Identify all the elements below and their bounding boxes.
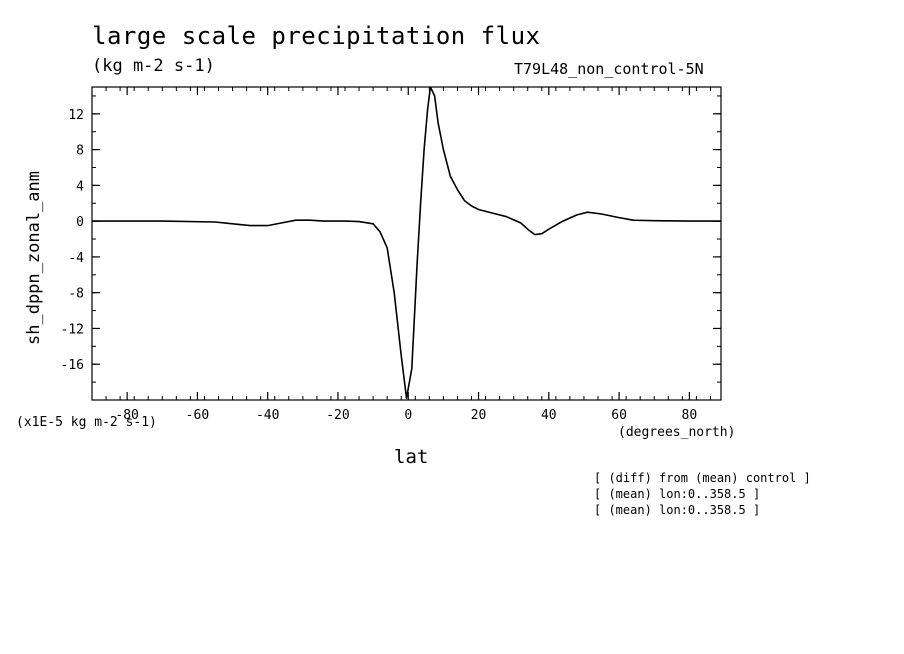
note-mean-lon-2: [ (mean) lon:0..358.5 ] (594, 503, 761, 517)
x-tick-label: 20 (471, 408, 487, 423)
y-axis-units: (x1E-5 kg m-2 s-1) (16, 415, 157, 430)
x-tick-label: -20 (326, 408, 349, 423)
x-tick-label: 0 (404, 408, 412, 423)
x-tick-label: 40 (541, 408, 557, 423)
x-axis-label: lat (394, 446, 429, 468)
chart-title: large scale precipitation flux (92, 22, 541, 50)
y-axis-label: sh_dppn_zonal_anm (24, 171, 44, 345)
y-tick-label: 0 (76, 215, 84, 230)
note-mean-lon-1: [ (mean) lon:0..358.5 ] (594, 487, 761, 501)
x-tick-label: -60 (186, 408, 209, 423)
y-tick-label: -8 (68, 287, 84, 302)
y-tick-label: -4 (68, 251, 84, 266)
chart-subtitle: (kg m-2 s-1) (92, 56, 215, 76)
run-id-label: T79L48_non_control-5N (514, 60, 704, 78)
x-tick-label: 60 (611, 408, 627, 423)
x-tick-label: 80 (682, 408, 698, 423)
y-tick-label: -12 (61, 322, 84, 337)
y-tick-label: 8 (76, 144, 84, 159)
x-axis-units: (degrees_north) (618, 425, 736, 440)
y-tick-label: -16 (61, 358, 84, 373)
series-line (92, 87, 721, 399)
note-diff: [ (diff) from (mean) control ] (594, 471, 811, 485)
plot-frame (91, 86, 722, 401)
x-tick-label: -40 (256, 408, 279, 423)
y-tick-label: 12 (68, 108, 84, 123)
y-tick-label: 4 (76, 179, 84, 194)
x-tick-label: -80 (115, 408, 138, 423)
